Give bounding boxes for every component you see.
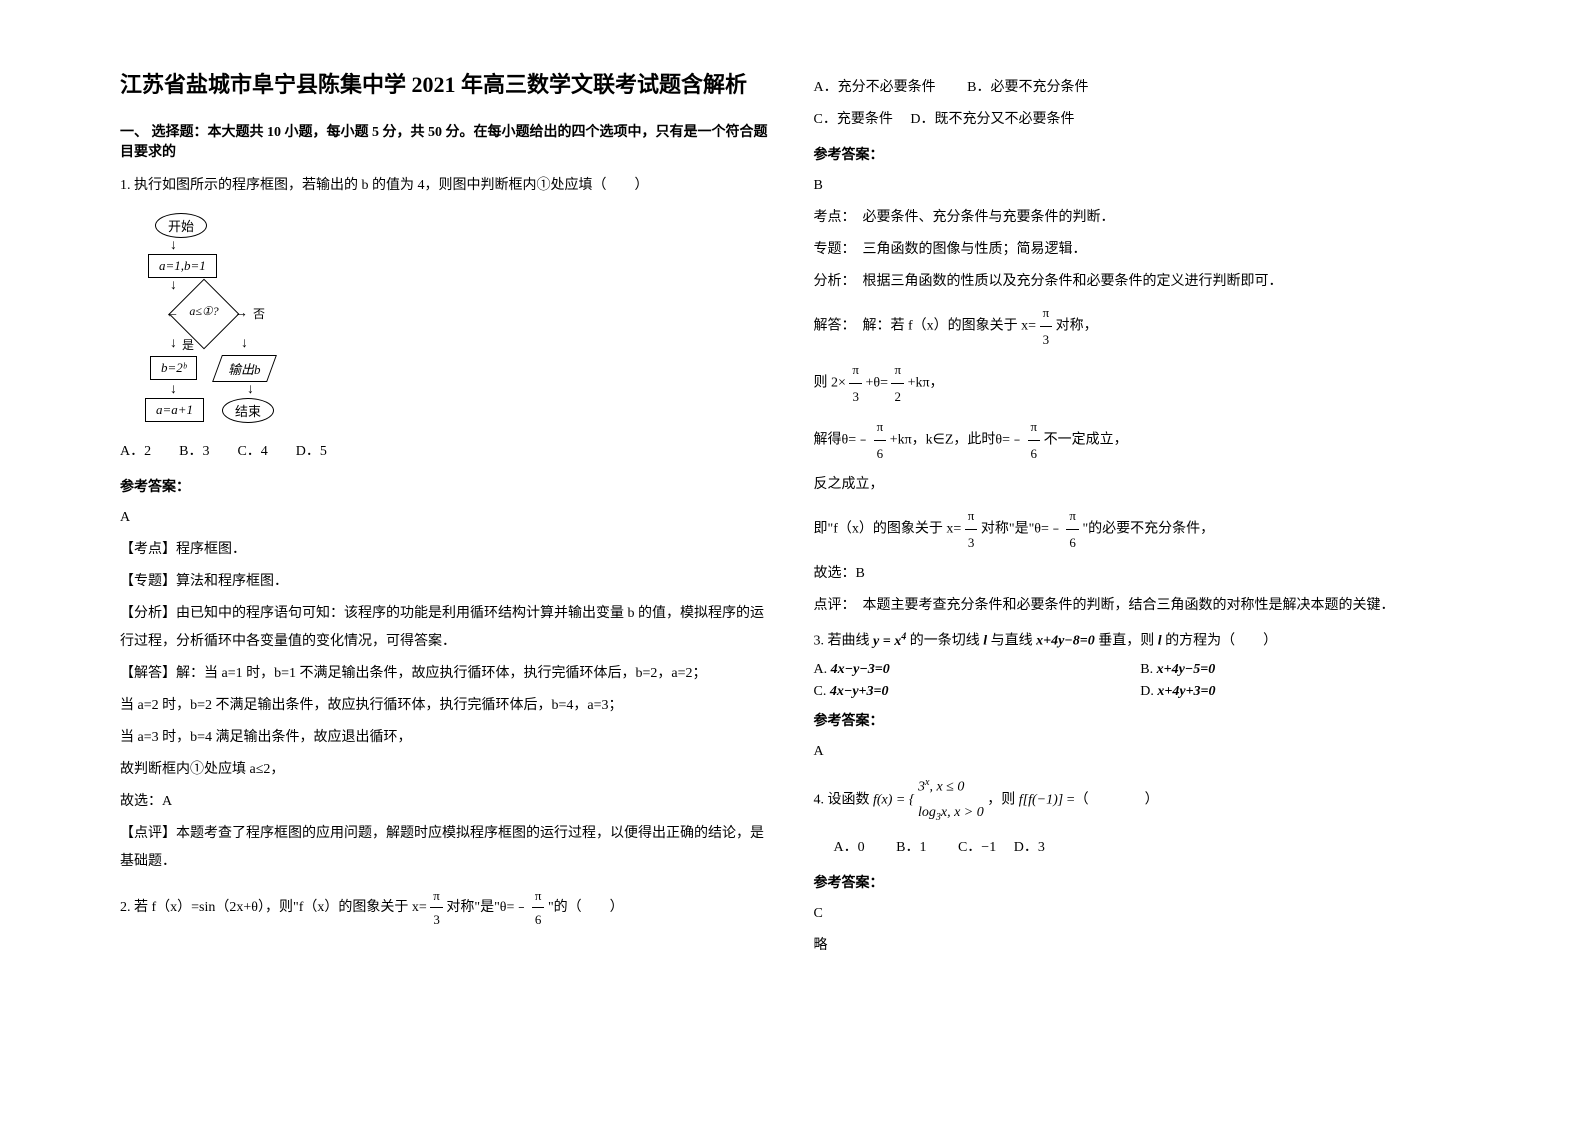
q1-jieda3: 当 a=3 时，b=4 满足输出条件，故应退出循环， <box>120 724 774 752</box>
q3-optA: A. 4x−y−3=0 <box>814 662 1141 678</box>
answer-label: 参考答案： <box>814 144 1468 164</box>
q1-text: 1. 执行如图所示的程序框图，若输出的 b 的值为 4，则图中判断框内①处应填（… <box>120 173 774 198</box>
q2-kaodian: 考点： 必要条件、充分条件与充要条件的判断． <box>814 204 1468 232</box>
q4-text: 4. 设函数 f(x) = { 3x, x ≤ 0 log3x, x > 0 ，… <box>814 774 1468 827</box>
q1-fenxi: 【分析】由已知中的程序语句可知：该程序的功能是利用循环结构计算并输出变量 b 的… <box>120 600 774 656</box>
q1-kaodian: 【考点】程序框图． <box>120 536 774 564</box>
q2-jieda1: 解答： 解：若 f（x）的图象关于 x= π3 对称， <box>814 300 1468 353</box>
q3-options-row1: A. 4x−y−3=0 B. x+4y−5=0 <box>814 662 1468 678</box>
flow-no: 否 <box>253 305 265 322</box>
q2-jieda4: 反之成立， <box>814 471 1468 499</box>
q4-options: A．0 B．1 C．−1 D．3 <box>834 834 1468 862</box>
arrow-icon: ↓ <box>170 336 177 352</box>
q1-dianping: 【点评】本题考查了程序框图的应用问题，解题时应模拟程序框图的运行过程，以便得出正… <box>120 820 774 876</box>
q2-text: 2. 若 f（x）=sin（2x+θ），则"f（x）的图象关于 x= π3 对称… <box>120 884 774 932</box>
flow-body: b=2ᵇ <box>150 356 197 380</box>
q1-jieda2: 当 a=2 时，b=2 不满足输出条件，故应执行循环体，执行完循环体后，b=4，… <box>120 692 774 720</box>
arrow-icon: ↓ <box>241 336 248 352</box>
flow-inc: a=a+1 <box>145 398 204 422</box>
q3-answer: A <box>814 738 1468 766</box>
arrow-icon: ↓ <box>247 382 254 398</box>
q1-jieda4: 故判断框内①处应填 a≤2， <box>120 756 774 784</box>
q2-answer: B <box>814 172 1468 200</box>
q3-text: 3. 若曲线 y = x4 的一条切线 l 与直线 x+4y−8=0 垂直，则 … <box>814 628 1468 654</box>
q2-zhuanti: 专题： 三角函数的图像与性质；简易逻辑． <box>814 236 1468 264</box>
q2-fenxi: 分析： 根据三角函数的性质以及充分条件和必要条件的定义进行判断即可． <box>814 268 1468 296</box>
q1-jieda1: 【解答】解：当 a=1 时，b=1 不满足输出条件，故应执行循环体，执行完循环体… <box>120 660 774 688</box>
left-column: 江苏省盐城市阜宁县陈集中学 2021 年高三数学文联考试题含解析 一、 选择题：… <box>100 70 794 1082</box>
flow-output: 输出b <box>212 355 276 382</box>
page-title: 江苏省盐城市阜宁县陈集中学 2021 年高三数学文联考试题含解析 <box>120 70 774 101</box>
q1-zhuanti: 【专题】算法和程序框图． <box>120 568 774 596</box>
q2-jieda3: 解得θ=﹣ π6 +kπ，k∈Z，此时θ=﹣ π6 不一定成立， <box>814 414 1468 467</box>
q2-jieda5: 即"f（x）的图象关于 x= π3 对称"是"θ=﹣ π6 "的必要不充分条件， <box>814 503 1468 556</box>
q3-optB: B. x+4y−5=0 <box>1140 662 1467 678</box>
q2-jieda2: 则 2× π3 +θ= π2 +kπ， <box>814 357 1468 410</box>
flow-init: a=1,b=1 <box>148 254 217 278</box>
q1-jieda5: 故选：A <box>120 788 774 816</box>
flow-start: 开始 <box>155 213 207 238</box>
q3-options-row2: C. 4x−y+3=0 D. x+4y+3=0 <box>814 684 1468 700</box>
q3-optD: D. x+4y+3=0 <box>1140 684 1467 700</box>
flow-decision: a≤①? <box>169 294 239 334</box>
q4-answer: C <box>814 900 1468 928</box>
flow-end: 结束 <box>222 398 274 423</box>
q2-jieda6: 故选：B <box>814 560 1468 588</box>
answer-label: 参考答案： <box>814 872 1468 892</box>
q1-answer: A <box>120 504 774 532</box>
right-column: A．充分不必要条件 B．必要不充分条件 C．充要条件 D．既不充分又不必要条件 … <box>794 70 1488 1082</box>
q2-options-ab: A．充分不必要条件 B．必要不充分条件 <box>814 74 1468 102</box>
arrow-icon: ↓ <box>170 238 774 254</box>
answer-label: 参考答案： <box>120 476 774 496</box>
flowchart: 开始 ↓ a=1,b=1 ↓ ← a≤①? → 否 ↓ 是 ↓ b=2ᵇ 输出b… <box>140 213 774 423</box>
answer-label: 参考答案： <box>814 710 1468 730</box>
q4-lue: 略 <box>814 932 1468 960</box>
arrow-icon: ↓ <box>170 382 177 398</box>
q1-options: A．2 B．3 C．4 D．5 <box>120 438 774 466</box>
q3-optC: C. 4x−y+3=0 <box>814 684 1141 700</box>
section-title: 一、 选择题：本大题共 10 小题，每小题 5 分，共 50 分。在每小题给出的… <box>120 121 774 161</box>
q2-options-cd: C．充要条件 D．既不充分又不必要条件 <box>814 106 1468 134</box>
arrow-icon: ↓ <box>170 278 774 294</box>
q2-dianping: 点评： 本题主要考查充分条件和必要条件的判断，结合三角函数的对称性是解决本题的关… <box>814 592 1468 620</box>
